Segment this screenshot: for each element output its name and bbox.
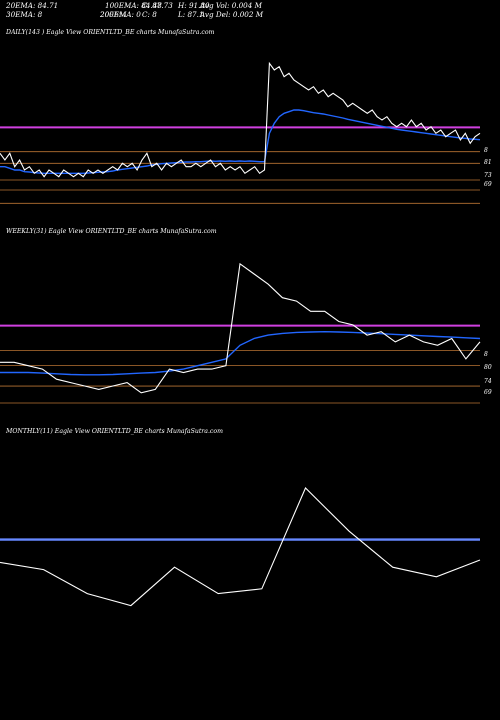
weekly-panel <box>0 262 481 404</box>
header-high: H: 91.80 <box>177 1 210 10</box>
header-ema30: 30EMA: 8 <box>6 10 43 19</box>
daily-panel <box>0 61 481 204</box>
header-avg-del: Avg Del: 0.002 M <box>199 10 264 19</box>
weekly-tick-label: 74 <box>484 378 492 385</box>
daily-tick-label: 69 <box>484 181 492 188</box>
daily-tick-label: 81 <box>484 159 492 166</box>
weekly-tick-label: 69 <box>484 389 492 396</box>
daily-tick-label: 73 <box>484 172 492 179</box>
daily-price-line <box>0 61 481 178</box>
header-close: C: 87.73 <box>142 1 173 10</box>
weekly-panel-title: WEEKLY(31) Eagle View ORIENTLTD_BE chart… <box>6 228 217 235</box>
weekly-price-line <box>0 262 481 394</box>
monthly-panel-title: MONTHLY(11) Eagle View ORIENTLTD_BE char… <box>5 428 223 435</box>
weekly-ema-line <box>0 330 481 376</box>
header-avg-vol: Avg Vol: 0.004 M <box>199 1 263 10</box>
header-ema20-overlay: 20EMA <box>99 10 127 19</box>
daily-ema-line <box>0 109 481 175</box>
weekly-tick-label: 8 <box>484 351 488 358</box>
header-ema100: 100EMA: 84.48 <box>105 1 162 10</box>
header-close-2: C: 8 <box>142 10 157 19</box>
header-low: L: 87.1 <box>177 10 203 19</box>
monthly-panel <box>0 487 481 607</box>
daily-tick-label: 8 <box>484 147 488 154</box>
monthly-price-line <box>0 487 481 607</box>
header-ema200: 200EMA: 0 <box>99 10 141 19</box>
header-ema20: 20EMA: 84.71 <box>5 1 58 10</box>
daily-panel-title: DAILY(143 ) Eagle View ORIENTLTD_BE char… <box>5 29 215 36</box>
weekly-tick-label: 80 <box>484 364 492 371</box>
